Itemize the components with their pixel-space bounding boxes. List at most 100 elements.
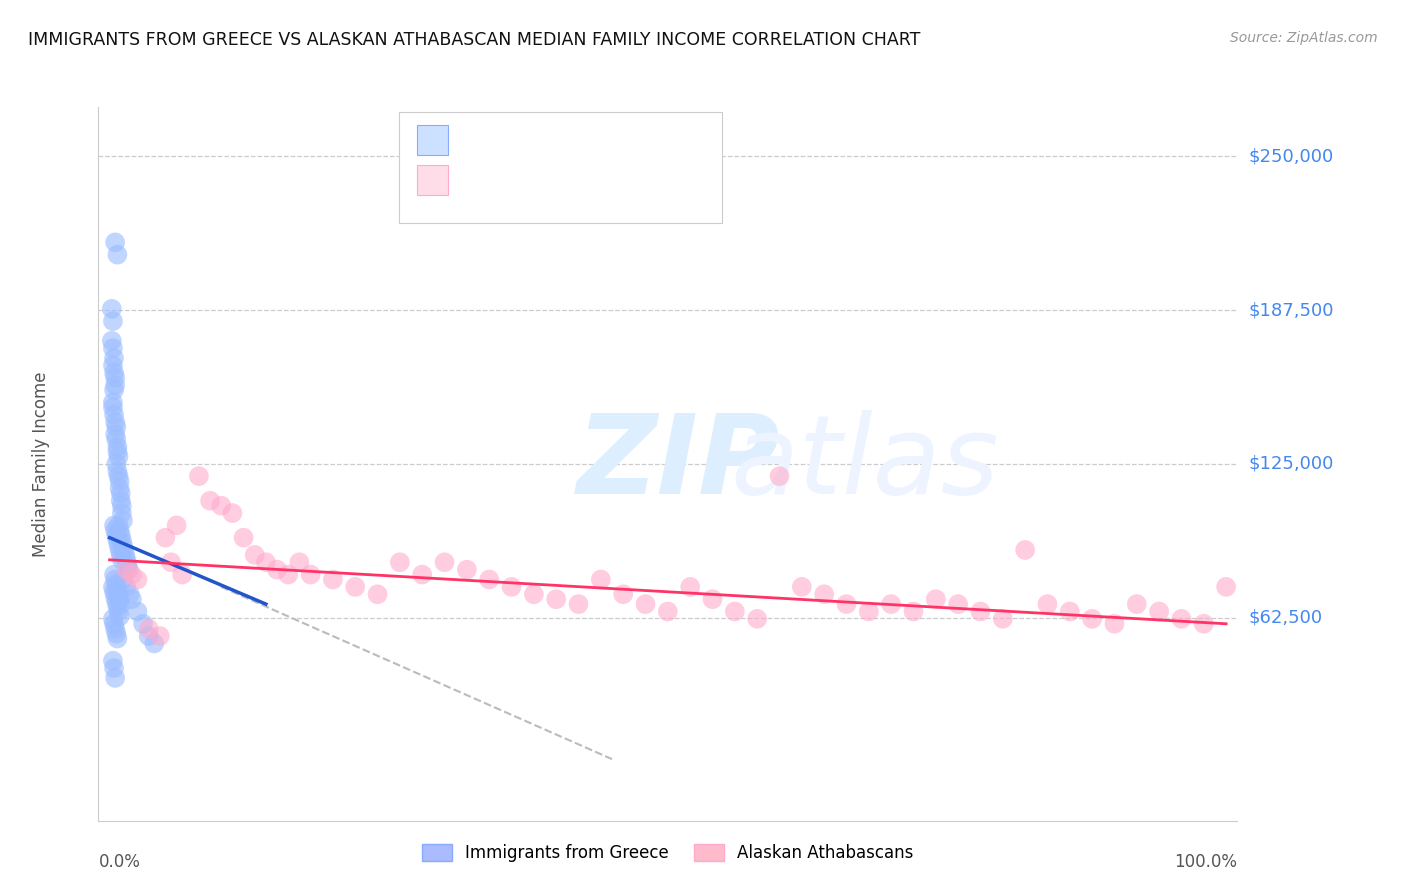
Point: [108, 543, 131, 558]
Point: [103, 584, 125, 599]
Point: [724, 605, 747, 619]
Point: [107, 469, 129, 483]
Point: [107, 440, 129, 454]
Point: [103, 567, 125, 582]
Point: [111, 506, 134, 520]
Point: [501, 580, 523, 594]
Point: [105, 594, 128, 608]
Point: [103, 366, 125, 380]
Point: [388, 555, 411, 569]
Text: 81: 81: [595, 134, 616, 152]
Point: [103, 408, 125, 422]
Point: [107, 450, 129, 464]
Point: [104, 370, 127, 384]
Point: [105, 528, 128, 542]
Point: [111, 573, 134, 587]
Point: [107, 538, 129, 552]
Point: [1014, 543, 1036, 558]
Point: [243, 548, 266, 562]
Point: [127, 605, 149, 619]
Point: [101, 654, 124, 668]
Text: 61: 61: [595, 174, 616, 192]
Point: [105, 577, 128, 591]
Point: [903, 605, 925, 619]
Text: -0.507: -0.507: [499, 174, 551, 192]
Point: [111, 499, 134, 513]
Point: [1170, 612, 1192, 626]
Point: [155, 531, 177, 545]
Point: [657, 605, 679, 619]
Point: [108, 592, 131, 607]
Point: [858, 605, 880, 619]
Point: [138, 622, 160, 636]
Point: [103, 661, 125, 675]
Point: [107, 518, 129, 533]
Point: [108, 609, 131, 624]
Point: [101, 314, 124, 328]
Point: [478, 573, 501, 587]
Point: [107, 587, 129, 601]
Point: [1126, 597, 1149, 611]
Point: [104, 573, 127, 587]
Point: [1192, 616, 1215, 631]
Point: [277, 567, 299, 582]
Point: [107, 248, 129, 262]
Point: [1104, 616, 1126, 631]
Point: [108, 523, 131, 537]
Point: [880, 597, 903, 611]
Point: [149, 629, 172, 643]
Point: [105, 432, 128, 446]
Point: [107, 605, 129, 619]
Point: [813, 587, 835, 601]
Point: [110, 528, 132, 542]
Point: [101, 580, 124, 594]
Point: [107, 533, 129, 548]
Point: [344, 580, 367, 594]
Text: $187,500: $187,500: [1249, 301, 1334, 319]
Text: $125,000: $125,000: [1249, 455, 1334, 473]
Point: [115, 563, 138, 577]
Point: [111, 538, 134, 552]
Point: [110, 493, 132, 508]
Text: Source: ZipAtlas.com: Source: ZipAtlas.com: [1230, 31, 1378, 45]
Point: [166, 518, 188, 533]
Point: [111, 533, 134, 548]
Point: [107, 582, 129, 597]
Point: [254, 555, 277, 569]
Text: $250,000: $250,000: [1249, 147, 1334, 165]
Point: [110, 597, 132, 611]
Point: [104, 235, 127, 250]
Point: [567, 597, 589, 611]
Point: [112, 543, 135, 558]
Point: [111, 553, 134, 567]
Point: [288, 555, 311, 569]
Point: [925, 592, 948, 607]
Point: [221, 506, 243, 520]
Point: [105, 457, 128, 471]
Point: [103, 518, 125, 533]
Point: [209, 499, 232, 513]
Point: [367, 587, 389, 601]
Text: N =: N =: [548, 174, 595, 192]
Point: [946, 597, 969, 611]
Point: [232, 531, 254, 545]
Point: [101, 612, 124, 626]
Point: [105, 626, 128, 640]
Text: IMMIGRANTS FROM GREECE VS ALASKAN ATHABASCAN MEDIAN FAMILY INCOME CORRELATION CH: IMMIGRANTS FROM GREECE VS ALASKAN ATHABA…: [28, 31, 921, 49]
Point: [768, 469, 790, 483]
Point: [110, 486, 132, 500]
Point: [104, 590, 127, 604]
Point: [121, 567, 143, 582]
Point: [679, 580, 702, 594]
Point: [589, 573, 612, 587]
Point: [118, 587, 141, 601]
Point: [835, 597, 858, 611]
Point: [104, 523, 127, 537]
Point: [108, 482, 131, 496]
Point: [187, 469, 209, 483]
Point: [104, 378, 127, 392]
Text: R =: R =: [457, 134, 492, 152]
Point: [111, 513, 134, 527]
Point: [107, 444, 129, 458]
Point: [160, 555, 183, 569]
